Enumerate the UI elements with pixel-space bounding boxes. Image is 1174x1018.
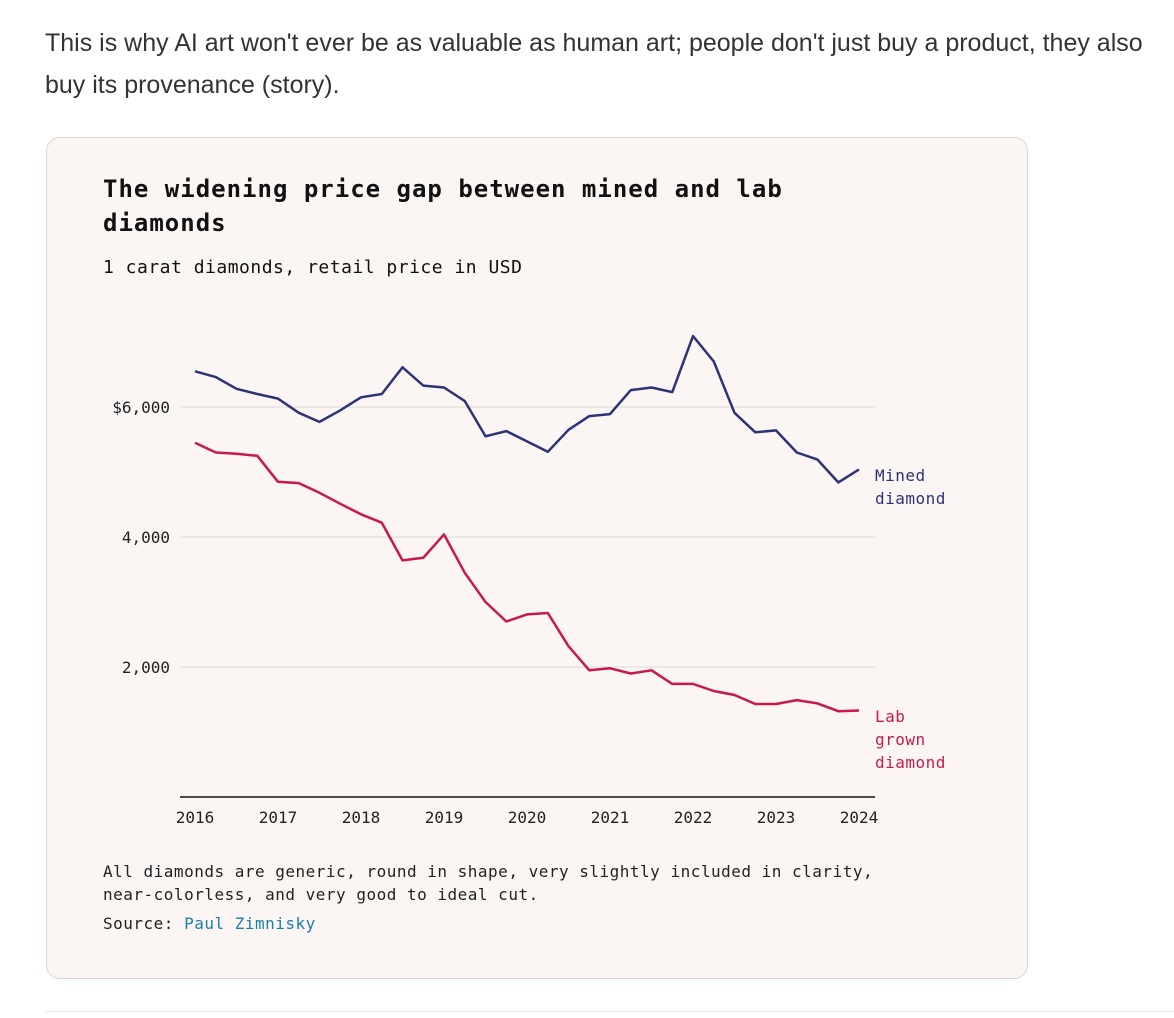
x-tick-label: 2020 bbox=[508, 808, 547, 827]
x-tick-label: 2021 bbox=[591, 808, 630, 827]
legend-lab: Lab grown diamond bbox=[875, 705, 946, 774]
y-tick-label: $6,000 bbox=[112, 398, 170, 417]
legend-mined-line1: Mined bbox=[875, 466, 926, 485]
post-text: This is why AI art won't ever be as valu… bbox=[45, 29, 1143, 99]
x-tick-label: 2017 bbox=[259, 808, 298, 827]
lab-diamond-line bbox=[194, 441, 860, 713]
x-tick-label: 2024 bbox=[840, 808, 879, 827]
legend-mined: Mined diamond bbox=[875, 464, 946, 510]
source-link[interactable]: Paul Zimnisky bbox=[184, 914, 316, 933]
x-tick-label: 2019 bbox=[425, 808, 464, 827]
legend-mined-line2: diamond bbox=[875, 489, 946, 508]
chart-note: All diamonds are generic, round in shape… bbox=[103, 862, 874, 904]
mined-diamond-line bbox=[194, 334, 860, 484]
y-tick-label: 2,000 bbox=[122, 658, 170, 677]
x-tick-label: 2018 bbox=[342, 808, 381, 827]
source-label: Source: bbox=[103, 914, 174, 933]
chart-title: The widening price gap between mined and… bbox=[103, 175, 783, 237]
chart-card bbox=[46, 137, 1028, 979]
x-tick-label: 2023 bbox=[757, 808, 796, 827]
y-tick-label: 4,000 bbox=[122, 528, 170, 547]
chart-subtitle: 1 carat diamonds, retail price in USD bbox=[103, 257, 523, 278]
chart-source: Source: Paul Zimnisky bbox=[103, 914, 316, 933]
x-tick-label: 2016 bbox=[176, 808, 215, 827]
legend-lab-line2: grown bbox=[875, 730, 926, 749]
divider bbox=[46, 1011, 1174, 1012]
x-tick-label: 2022 bbox=[674, 808, 713, 827]
legend-lab-line1: Lab bbox=[875, 707, 906, 726]
legend-lab-line3: diamond bbox=[875, 753, 946, 772]
